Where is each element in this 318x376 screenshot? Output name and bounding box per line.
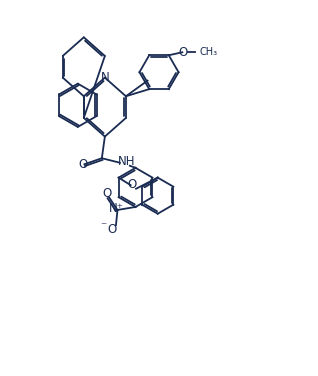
Text: CH₃: CH₃ (199, 47, 218, 57)
Text: O: O (108, 223, 117, 236)
Text: N: N (100, 71, 109, 84)
Text: O: O (178, 46, 187, 59)
Text: N⁺: N⁺ (108, 202, 123, 215)
Text: NH: NH (118, 155, 135, 168)
Text: O: O (102, 187, 111, 200)
Text: O: O (78, 158, 87, 171)
Text: ⁻: ⁻ (100, 220, 107, 233)
Text: O: O (127, 178, 136, 191)
